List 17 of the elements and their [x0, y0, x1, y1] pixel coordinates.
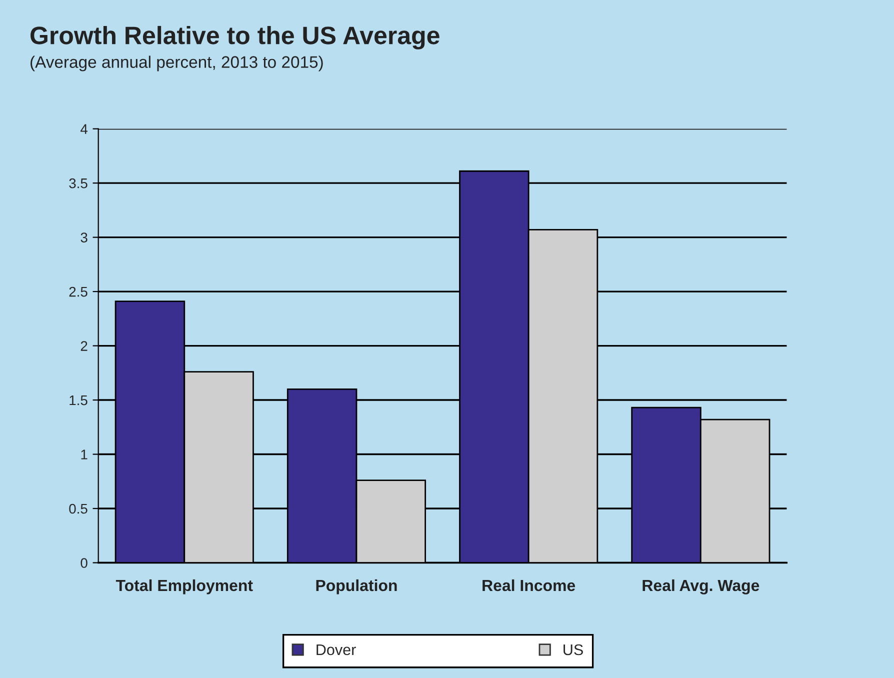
chart-title: Growth Relative to the US Average	[30, 26, 440, 50]
x-tick-label: Real Income	[482, 579, 576, 592]
y-tick-label: 2	[80, 341, 88, 351]
y-tick-label: 0.5	[69, 504, 88, 514]
y-tick-label: 4	[80, 124, 88, 134]
x-tick-label: Real Avg. Wage	[642, 579, 760, 594]
y-tick-label: 0	[80, 558, 88, 568]
x-tick-label: Population	[316, 579, 397, 594]
y-tick-label: 2.5	[69, 286, 88, 297]
x-tick-label: Total Employment	[116, 579, 253, 594]
chart-subtitle: (Average annual percent, 2013 to 2015)	[30, 56, 323, 72]
legend-label: US	[564, 644, 583, 656]
legend-label: Dover	[316, 644, 356, 656]
y-tick-label: 1.5	[70, 395, 88, 406]
y-tick-label: 1	[81, 450, 88, 460]
y-tick-label: 3	[80, 232, 88, 242]
y-tick-label: 3.5	[69, 178, 88, 188]
